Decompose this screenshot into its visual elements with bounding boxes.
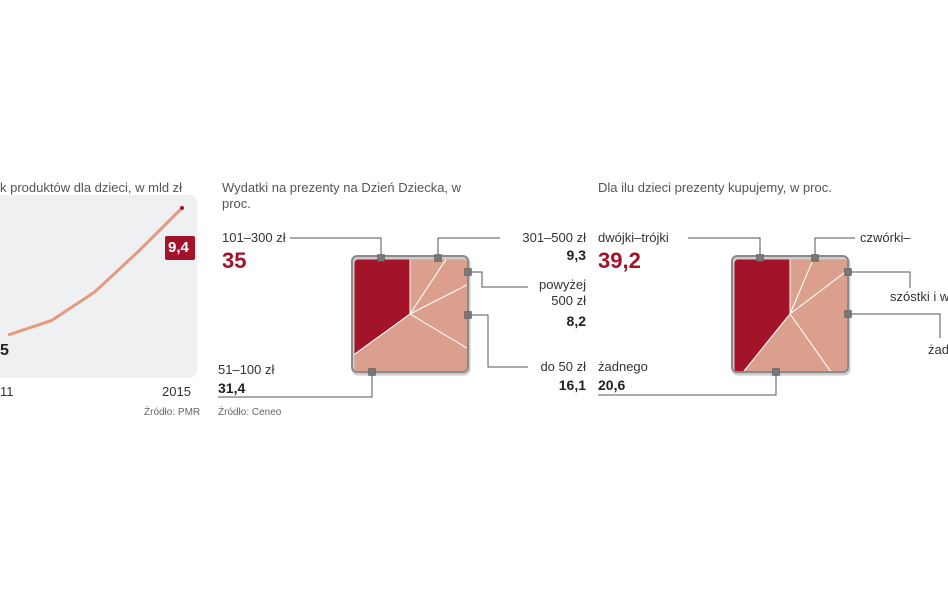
connector bbox=[814, 237, 855, 258]
chart-title: k produktów dla dzieci, w mld zł bbox=[0, 180, 183, 195]
x-tick-label: 11 bbox=[0, 384, 14, 399]
value-label: 8,2 bbox=[566, 313, 586, 329]
connector bbox=[468, 314, 528, 368]
value-label: 16,1 bbox=[558, 377, 586, 393]
connector bbox=[290, 237, 382, 258]
connector bbox=[848, 271, 911, 288]
x-tick-label: 2015 bbox=[162, 384, 191, 399]
category-label: powyżej 500 zł bbox=[539, 277, 586, 308]
value-label: 39,2 bbox=[598, 248, 641, 273]
category-label: żadnego bbox=[598, 359, 648, 374]
category-label: dwójki–trójki bbox=[598, 230, 669, 245]
line bbox=[7, 206, 184, 337]
connector-marker bbox=[811, 254, 819, 262]
category-label: żad bbox=[928, 342, 948, 357]
chart-title: Dla ilu dzieci prezenty kupujemy, w proc… bbox=[598, 180, 832, 195]
pie-slice bbox=[789, 256, 838, 315]
connector-marker bbox=[464, 311, 472, 319]
pie-slice bbox=[408, 256, 468, 316]
value-label: 5 bbox=[0, 342, 9, 359]
source: Źródło: PMR bbox=[144, 407, 201, 418]
value-label: 20,6 bbox=[598, 377, 626, 393]
category-label: 51–100 zł bbox=[218, 362, 275, 377]
connector bbox=[218, 372, 373, 398]
connector-marker bbox=[434, 254, 442, 262]
value-label: 9,3 bbox=[566, 247, 586, 263]
source: Źródło: Ceneo bbox=[218, 407, 282, 418]
connector bbox=[848, 313, 941, 338]
connectors bbox=[218, 237, 941, 398]
connector bbox=[437, 237, 500, 258]
connector bbox=[598, 372, 777, 396]
pie bbox=[352, 256, 468, 372]
category-label: czwórki– bbox=[860, 230, 911, 245]
point bbox=[180, 206, 184, 210]
value-label: 35 bbox=[222, 248, 247, 273]
connector-marker bbox=[756, 254, 764, 262]
connector-marker bbox=[377, 254, 385, 262]
category-label: do 50 zł bbox=[540, 359, 586, 374]
connector-marker bbox=[368, 368, 376, 376]
chart-title: Wydatki na prezenty na Dzień Dziecka, w … bbox=[222, 180, 462, 211]
connector-marker bbox=[772, 368, 780, 376]
value-label: 31,4 bbox=[218, 380, 246, 396]
connector bbox=[468, 271, 528, 288]
connector bbox=[688, 237, 761, 258]
pie-slice bbox=[409, 256, 468, 316]
connector-marker bbox=[844, 310, 852, 318]
connector-marker bbox=[844, 268, 852, 276]
label-box bbox=[165, 236, 195, 260]
value-label: 9,4 bbox=[168, 239, 189, 256]
category-label: 101–300 zł bbox=[222, 230, 286, 245]
category-label: szóstki i w bbox=[890, 289, 948, 304]
category-label: 301–500 zł bbox=[522, 230, 586, 245]
connector-marker bbox=[464, 268, 472, 276]
